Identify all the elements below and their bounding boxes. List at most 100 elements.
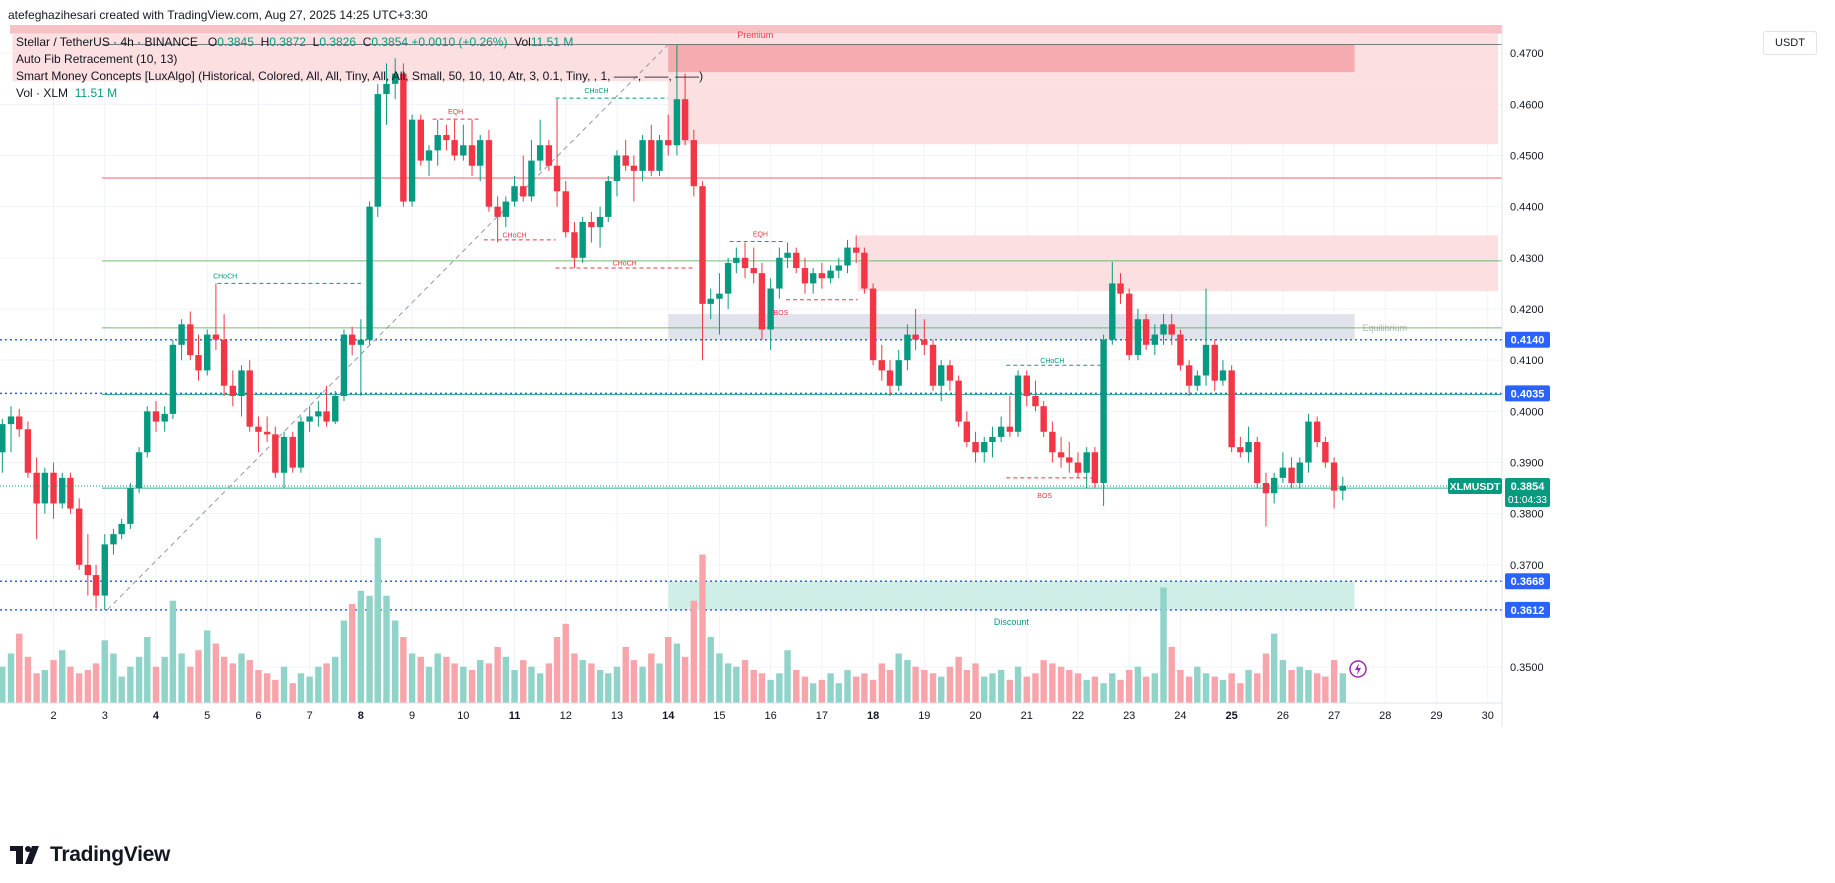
candle-body (1202, 344, 1210, 376)
candle-body (981, 442, 988, 453)
volume-bar (861, 673, 868, 703)
candle-body (878, 360, 886, 371)
candle-body (161, 413, 168, 422)
volume-bar (681, 656, 689, 703)
y-tick-label: 0.4500 (1510, 150, 1544, 162)
volume-bar (1006, 679, 1014, 703)
symbol-name[interactable]: Stellar / TetherUS · 4h · BINANCE (16, 35, 198, 49)
volume-bar (630, 660, 638, 703)
volume-bar (255, 670, 262, 703)
indicator-volume-legend[interactable]: Vol · XLM 11.51 M (16, 86, 117, 100)
candle-body (1270, 477, 1278, 494)
symbol-legend[interactable]: Stellar / TetherUS · 4h · BINANCE O0.384… (16, 35, 573, 49)
volume-bar (16, 633, 23, 703)
volume-bar (835, 683, 842, 703)
countdown-text: 01:04:33 (1508, 495, 1547, 506)
x-tick-label: 9 (409, 710, 415, 722)
candle-body (1322, 442, 1329, 463)
candle-body (1134, 319, 1142, 356)
volume-bar (878, 663, 886, 703)
volume-bar (229, 663, 237, 703)
x-tick-label: 15 (713, 710, 725, 722)
candle-body (835, 265, 842, 271)
high-value: 0.3872 (269, 35, 306, 49)
candle-body (784, 252, 791, 258)
volume-bar (724, 663, 732, 703)
close-value: 0.3854 (371, 35, 409, 49)
candle-body (1126, 293, 1133, 356)
candle-body (1219, 370, 1227, 381)
volume-bar (981, 676, 988, 703)
chart-frame[interactable]: Premium Equilibrium Discount CHoCH EQH CHoCH… (0, 25, 1835, 823)
volume-bar (1305, 670, 1312, 703)
candle-body (400, 73, 407, 202)
volume-bar (494, 646, 501, 703)
volume-bar (818, 679, 826, 703)
volume-bar (733, 666, 740, 703)
volume-bar (648, 653, 655, 703)
volume-bar (852, 676, 860, 703)
indicator-fib-legend[interactable]: Auto Fib Retracement (10, 13) (16, 52, 178, 66)
open-label: O (207, 35, 218, 49)
candle-body (630, 165, 638, 171)
candle-body (7, 416, 15, 425)
volume-bar (1049, 663, 1056, 703)
currency-selector[interactable]: USDT (1763, 31, 1817, 55)
candle-body (204, 334, 211, 371)
volume-bar (468, 670, 476, 703)
volume-bar (1313, 673, 1321, 703)
volume-bar (246, 660, 253, 703)
candle-body (67, 477, 74, 509)
candle-body (1330, 462, 1338, 491)
candle-body (1339, 486, 1346, 491)
x-tick-label: 10 (457, 710, 469, 722)
indicator-smc-legend[interactable]: Smart Money Concepts [LuxAlgo] (Historic… (16, 69, 704, 83)
volume-bar (613, 666, 621, 703)
volume-bar (1339, 673, 1346, 703)
volume-bar (1262, 653, 1270, 703)
candle-body (741, 257, 749, 269)
volume-indicator-label: Vol · XLM (16, 86, 69, 100)
volume-bar (1040, 660, 1047, 703)
volume-bar (1160, 587, 1167, 703)
volume-bar (59, 650, 66, 703)
volume-bar (1100, 683, 1107, 703)
volume-bar (101, 640, 108, 703)
candle-body (246, 370, 253, 427)
volume-bar (1109, 673, 1116, 703)
structure-label: CHoCH (213, 273, 237, 280)
volume-bar (67, 666, 74, 703)
volume-bar (502, 656, 510, 703)
candle-body (323, 411, 330, 422)
candle-body (16, 416, 23, 430)
candle-body (656, 140, 663, 171)
x-tick-label: 24 (1174, 710, 1186, 722)
x-tick-label: 3 (102, 710, 108, 722)
symbol-badge (1448, 478, 1502, 495)
volume-indicator-value: 11.51 M (74, 86, 118, 100)
candle-body (1237, 447, 1244, 453)
volume-bar (391, 620, 399, 703)
candle-body (348, 334, 356, 345)
x-tick-label: 29 (1430, 710, 1442, 722)
candle-body (716, 293, 723, 299)
volume-bar (451, 663, 458, 703)
price-labels: 0.4140 0.4035 0.3668 0.3612 XLMUSDT 0.3854 01:… (0, 331, 1550, 678)
candle-body (391, 73, 399, 84)
x-tick-label: 8 (358, 710, 364, 722)
zone-rect (668, 314, 1355, 340)
volume-bar (204, 630, 211, 703)
candle-body (195, 355, 202, 371)
candle-body (1313, 421, 1321, 443)
candle-body (1074, 462, 1082, 473)
structure-label: CHoCH (613, 261, 637, 268)
candle-body (912, 334, 919, 340)
zone-rect (668, 44, 1355, 73)
candle-body (989, 436, 996, 443)
candle-body (383, 83, 390, 95)
x-tick-label: 16 (765, 710, 777, 722)
volume-bar (1126, 670, 1133, 703)
candle-body (1032, 395, 1039, 407)
volume-bar (144, 637, 151, 703)
